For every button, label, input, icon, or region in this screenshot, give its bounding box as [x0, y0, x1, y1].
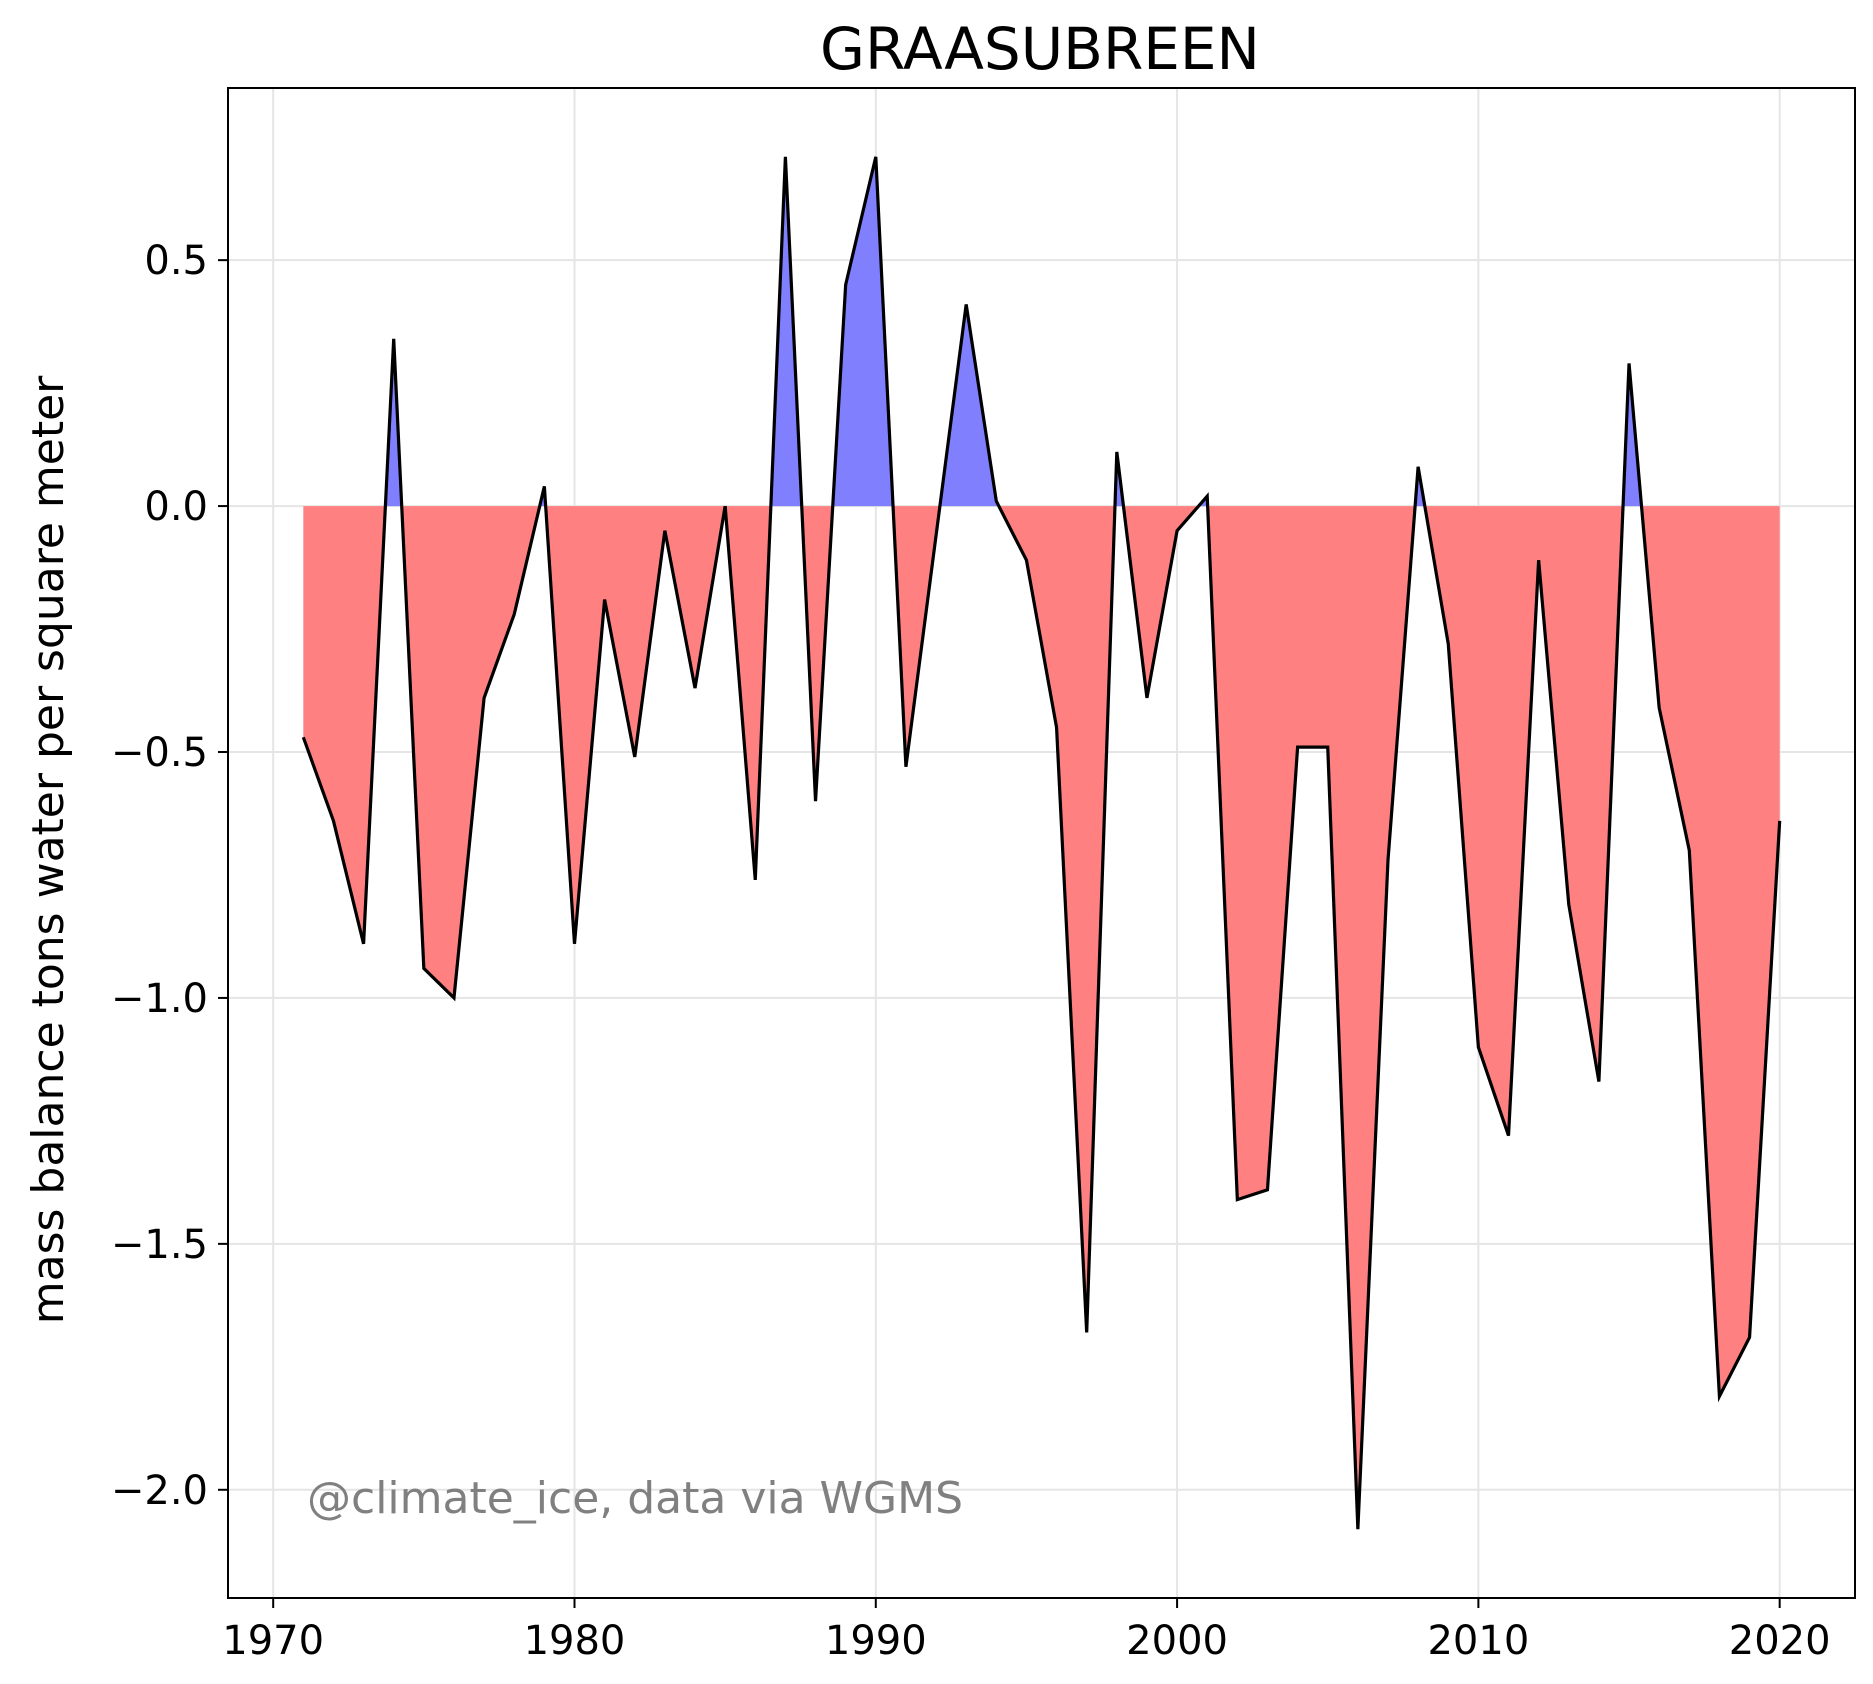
watermark-annotation: @climate_ice, data via WGMS: [307, 1473, 963, 1524]
negative-area: [401, 506, 540, 998]
positive-area: [385, 338, 402, 507]
mass-balance-series: [301, 156, 1782, 1530]
y-grid-lines: [228, 259, 1855, 1491]
x-tick-label: 2010: [1427, 1618, 1529, 1664]
positive-area: [939, 304, 999, 507]
y-tick-label: −2.0: [111, 1468, 208, 1514]
negative-area: [801, 506, 833, 802]
y-axis-label: mass balance tons water per square meter: [23, 375, 74, 1324]
y-tick-label: −0.5: [111, 730, 208, 776]
negative-area: [893, 506, 940, 767]
x-ticks: 1970 1980 1990 2000 2010 2020: [222, 1598, 1831, 1664]
y-tick-label: 0.5: [144, 238, 208, 284]
y-tick-label: −1.5: [111, 1222, 208, 1268]
y-tick-label: 0.0: [144, 484, 208, 530]
y-tick-label: −1.0: [111, 976, 208, 1022]
negative-area: [998, 506, 1115, 1333]
negative-area: [1207, 506, 1416, 1530]
y-ticks: −2.0 −1.5 −1.0 −0.5 0.0 0.5: [111, 238, 228, 1514]
negative-area: [1641, 506, 1780, 1397]
x-grid-lines: [272, 88, 1781, 1598]
x-tick-label: 2020: [1729, 1618, 1831, 1664]
negative-area: [303, 506, 386, 944]
x-tick-label: 1990: [825, 1618, 927, 1664]
plot-frame: [227, 87, 1856, 1599]
mass-balance-line: [301, 156, 1782, 1530]
x-tick-label: 2000: [1126, 1618, 1228, 1664]
x-tick-label: 1970: [222, 1618, 324, 1664]
fill-areas: [303, 156, 1780, 1530]
positive-area: [832, 156, 894, 507]
chart-title: GRAASUBREEN: [820, 15, 1260, 83]
x-tick-label: 1980: [524, 1618, 626, 1664]
positive-area: [770, 156, 802, 507]
